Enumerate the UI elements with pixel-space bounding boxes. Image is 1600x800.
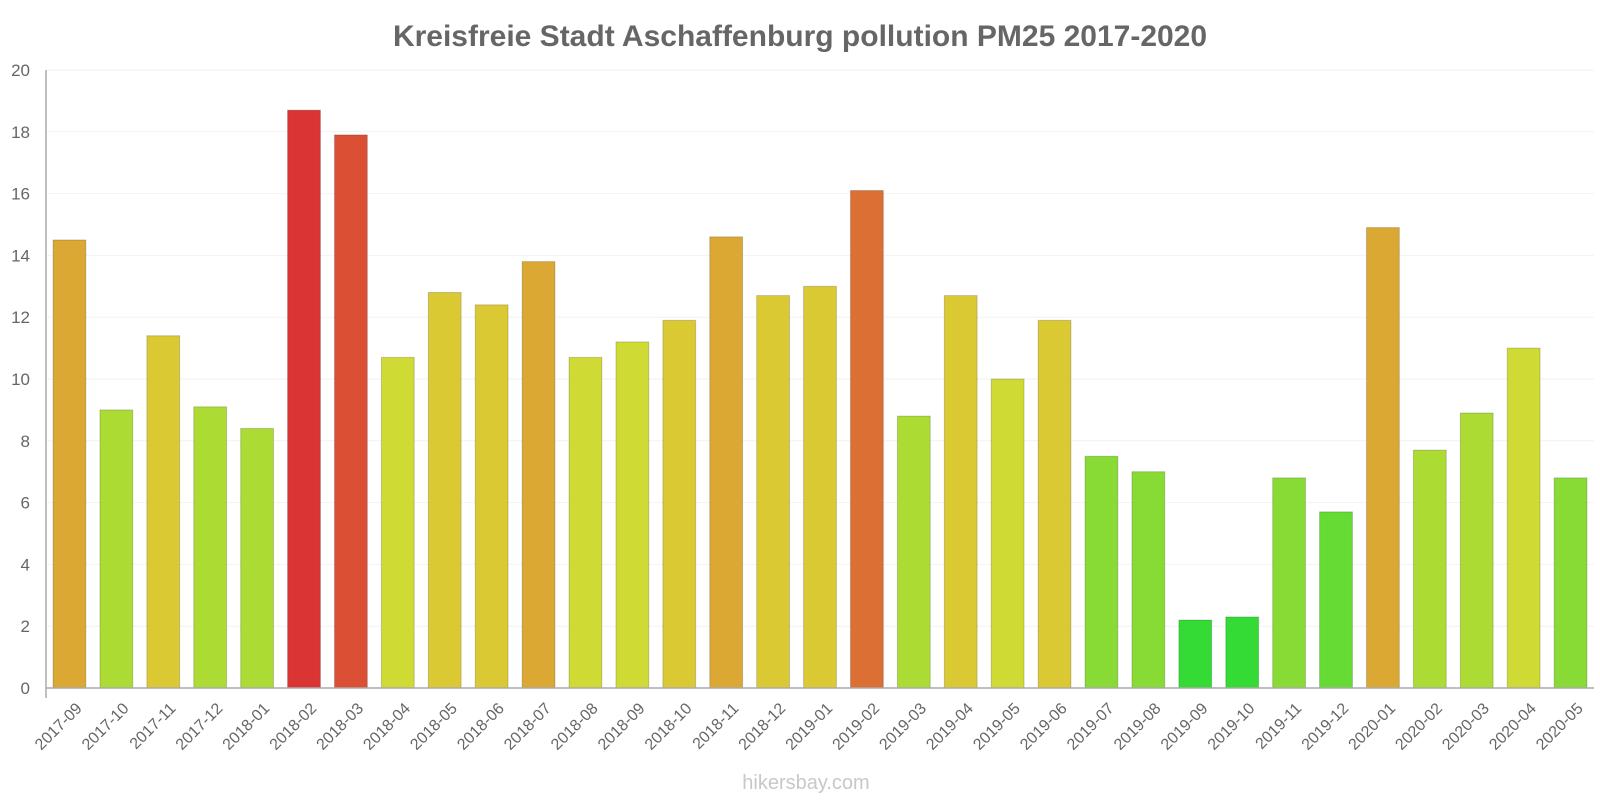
x-tick-label: 2020-02 [1392,700,1446,754]
x-tick-label: 2019-01 [783,700,837,754]
bar [943,295,978,689]
bar [1037,319,1072,689]
x-tick-label: 2018-04 [360,700,414,754]
x-tick-label: 2017-10 [79,700,133,754]
x-tick-label: 2018-11 [690,700,743,753]
x-tick-label: 2018-02 [267,700,321,754]
bar [1272,477,1307,689]
bar [333,134,368,689]
y-tick-label: 20 [11,61,30,80]
bar [1131,471,1166,689]
x-tick-label: 2018-05 [407,700,461,754]
y-tick-label: 16 [11,185,30,204]
x-tick-label: 2017-12 [173,700,227,754]
bar [380,356,415,689]
bar [240,427,275,689]
x-tick-label: 2018-03 [314,700,368,754]
bar [99,409,134,689]
x-tick-label: 2019-07 [1064,700,1118,754]
x-tick-label: 2017-09 [32,700,86,754]
bar [1365,227,1400,689]
x-tick-label: 2020-05 [1533,700,1587,754]
bar [1084,455,1119,689]
bar [756,295,791,689]
bar [52,239,87,689]
y-tick-label: 6 [21,494,30,513]
x-tick-label: 2018-12 [736,700,790,754]
x-tick-label: 2019-03 [876,700,930,754]
bar [1553,477,1588,689]
bar [1319,511,1353,689]
bar [146,335,181,689]
bar [709,236,744,689]
bar [849,190,884,689]
bar [1178,619,1213,689]
watermark: hikersbay.com [742,772,869,794]
x-tick-label: 2019-05 [970,700,1024,754]
x-tick-label: 2018-10 [642,700,696,754]
x-tick-label: 2019-09 [1158,700,1212,754]
x-tick-label: 2018-07 [501,700,555,754]
x-tick-label: 2018-06 [454,700,508,754]
x-axis-ticks: 2017-092017-102017-112017-122018-012018-… [32,700,1587,754]
x-tick-label: 2020-01 [1346,700,1400,754]
y-tick-label: 2 [21,617,30,636]
y-tick-label: 10 [11,370,30,389]
bar [521,261,556,689]
y-tick-label: 12 [11,308,30,327]
x-tick-label: 2019-02 [830,700,884,754]
bar [568,356,603,689]
bars [52,109,1588,689]
bar [615,341,650,689]
y-tick-label: 18 [11,123,30,142]
x-tick-label: 2019-11 [1253,700,1306,753]
y-tick-label: 4 [21,555,30,574]
x-tick-label: 2017-11 [127,700,180,753]
x-tick-label: 2018-08 [548,700,602,754]
bar [1506,347,1541,689]
bar [1412,449,1447,689]
x-tick-label: 2019-08 [1111,700,1165,754]
x-tick-label: 2019-06 [1017,700,1071,754]
x-tick-label: 2018-01 [220,700,274,754]
y-tick-label: 8 [21,432,30,451]
y-tick-label: 14 [11,246,30,265]
bar [1225,616,1260,689]
x-tick-label: 2019-04 [923,700,977,754]
bar [474,304,509,689]
y-tick-label: 0 [21,679,30,698]
x-tick-label: 2018-09 [595,700,649,754]
bar [1459,412,1494,689]
bar [427,291,462,689]
y-axis-ticks: 0 2 4 6 8 10 12 14 16 18 20 [11,61,30,698]
bar [896,415,931,689]
x-tick-label: 2020-03 [1439,700,1493,754]
axes [45,70,1594,698]
x-tick-label: 2019-12 [1299,700,1353,754]
bar [803,285,837,689]
bar [990,378,1025,689]
x-tick-label: 2020-04 [1486,700,1540,754]
chart-title: Kreisfreie Stadt Aschaffenburg pollution… [393,20,1207,53]
bar [287,109,321,689]
bar [193,406,228,689]
bar [662,319,697,689]
x-tick-label: 2019-10 [1205,700,1259,754]
